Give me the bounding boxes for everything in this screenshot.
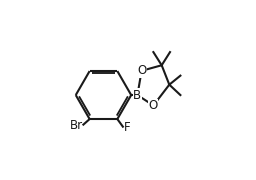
Text: F: F bbox=[124, 121, 131, 134]
Text: O: O bbox=[149, 99, 158, 112]
Text: O: O bbox=[137, 64, 146, 77]
Text: B: B bbox=[133, 89, 142, 102]
Text: Br: Br bbox=[70, 119, 83, 132]
